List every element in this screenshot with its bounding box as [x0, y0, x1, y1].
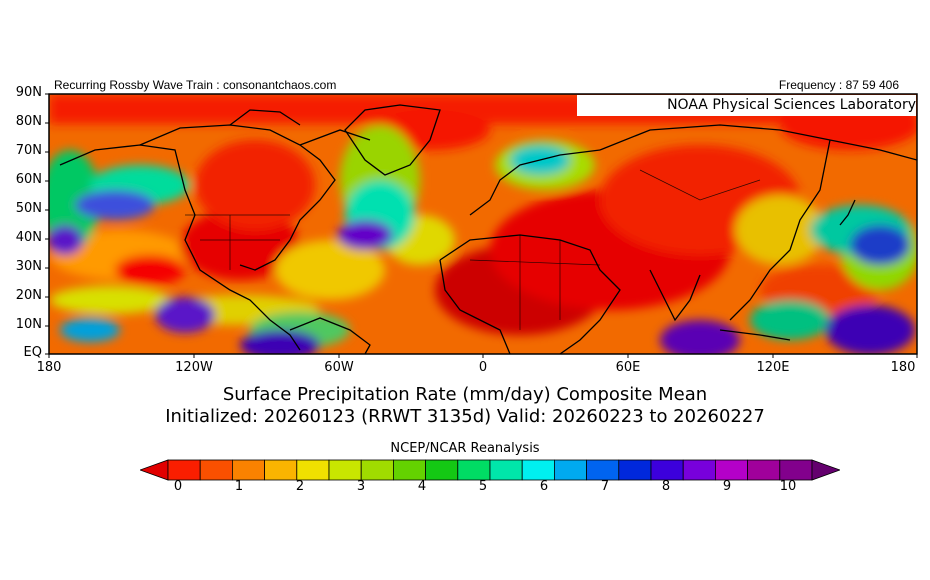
lon-label: 120E — [756, 360, 790, 375]
colorbar-arrow-low — [140, 459, 169, 481]
noaa-label: NOAA Physical Sciences Laboratory — [577, 95, 916, 116]
colorbar-tick-label: 4 — [417, 479, 427, 494]
colorbar-tick-label: 7 — [600, 479, 610, 494]
lat-label: 80N — [15, 114, 42, 129]
colorbar-tick-label: 0 — [173, 479, 183, 494]
colorbar-tick-label: 8 — [661, 479, 671, 494]
lat-label: 30N — [15, 259, 42, 274]
lon-label: 60E — [615, 360, 641, 375]
colorbar-swatch — [618, 459, 652, 481]
lat-label: 50N — [15, 201, 42, 216]
chart-title: Surface Precipitation Rate (mm/day) Comp… — [222, 384, 708, 405]
colorbar-swatch — [425, 459, 459, 481]
colorbar-swatch — [650, 459, 684, 481]
lon-label: 0 — [478, 360, 488, 375]
colorbar-swatch — [264, 459, 298, 481]
lat-label: 20N — [15, 288, 42, 303]
source-label: NCEP/NCAR Reanalysis — [390, 441, 540, 456]
colorbar-swatch — [328, 459, 362, 481]
chart-subtitle: Initialized: 20260123 (RRWT 3135d) Valid… — [165, 406, 765, 427]
colorbar-tick-label: 3 — [356, 479, 366, 494]
colorbar-tick-label: 9 — [722, 479, 732, 494]
colorbar-swatch — [457, 459, 491, 481]
lon-label: 60W — [324, 360, 354, 375]
colorbar — [140, 459, 840, 481]
header-right-text: Frequency : 87 59 406 — [778, 78, 899, 92]
colorbar-swatch — [553, 459, 587, 481]
colorbar-arrow-high — [811, 459, 840, 481]
lat-label: 60N — [15, 172, 42, 187]
colorbar-tick-label: 10 — [779, 479, 797, 494]
colorbar-swatch — [199, 459, 233, 481]
lat-label: 90N — [15, 85, 42, 100]
colorbar-swatch — [779, 459, 813, 481]
colorbar-swatch — [296, 459, 330, 481]
colorbar-swatch — [682, 459, 716, 481]
colorbar-tick-label: 5 — [478, 479, 488, 494]
lat-label: 70N — [15, 143, 42, 158]
colorbar-tick-label: 1 — [234, 479, 244, 494]
lon-label: 180 — [36, 360, 62, 375]
colorbar-swatch — [167, 459, 201, 481]
lon-label: 120W — [175, 360, 213, 375]
lat-label: 10N — [15, 317, 42, 332]
lon-label: 180 — [890, 360, 916, 375]
colorbar-swatch — [586, 459, 620, 481]
lat-label: EQ — [23, 345, 42, 360]
colorbar-swatch — [392, 459, 426, 481]
colorbar-tick-label: 2 — [295, 479, 305, 494]
lat-label: 40N — [15, 230, 42, 245]
colorbar-swatch — [360, 459, 394, 481]
colorbar-swatch — [747, 459, 781, 481]
colorbar-tick-label: 6 — [539, 479, 549, 494]
colorbar-swatch — [489, 459, 523, 481]
header-left-text: Recurring Rossby Wave Train : consonantc… — [54, 78, 337, 92]
colorbar-swatch — [715, 459, 749, 481]
colorbar-swatch — [232, 459, 266, 481]
colorbar-swatch — [521, 459, 555, 481]
